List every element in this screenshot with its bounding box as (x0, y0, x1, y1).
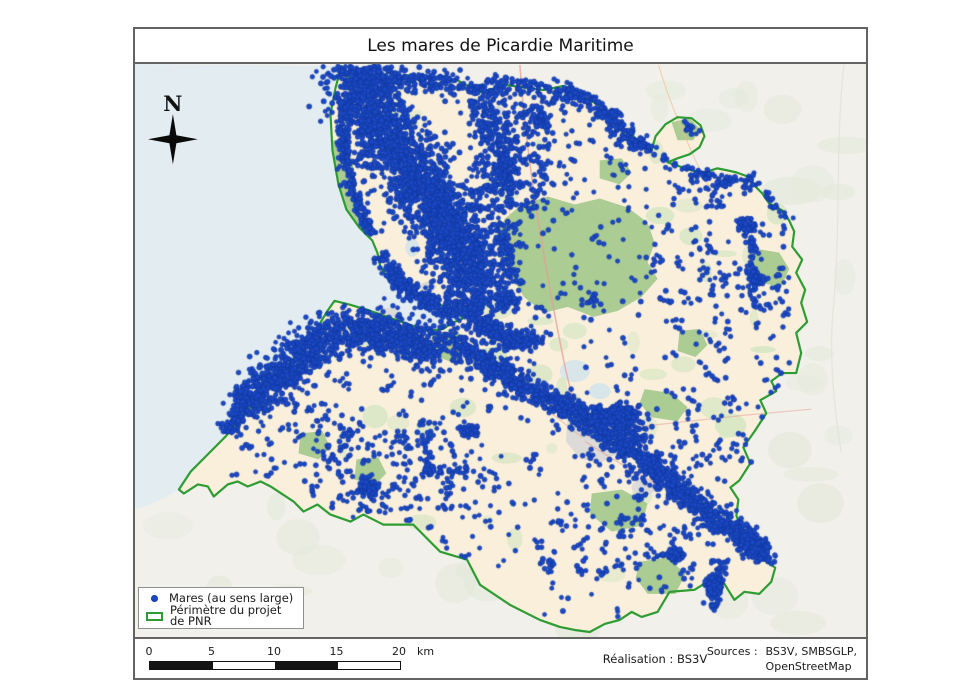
sources-line: OpenStreetMap (765, 659, 852, 673)
scale-tick: 0 (145, 645, 153, 658)
mares-dot-layer (135, 64, 866, 637)
realisation-credit: Réalisation : BS3V (602, 652, 708, 666)
scale-bar: 0 5 10 15 20 km (145, 645, 449, 677)
legend-dot-marker (151, 595, 158, 603)
sources-values: BS3V, SMBSGLP, OpenStreetMap (766, 645, 857, 675)
sources-line: BS3V, SMBSGLP, (765, 645, 857, 658)
legend-item-mares: Mares (au sens large) (146, 591, 297, 605)
legend-mares-label: Mares (au sens large) (169, 591, 294, 605)
scale-segment (212, 662, 275, 669)
map-title: Les mares de Picardie Maritime (367, 35, 634, 56)
scale-unit: km (417, 645, 435, 658)
legend-perimetre-label: Périmètre du projet de PNR (170, 602, 282, 628)
scale-tick: 5 (208, 645, 215, 658)
legend-perimeter-marker (146, 611, 163, 621)
legend-item-perimetre: Périmètre du projet de PNR (146, 602, 297, 628)
sources-label: Sources : (706, 645, 758, 658)
sources-credit: Sources : BS3V, SMBSGLP, OpenStreetMap (707, 645, 857, 675)
scale-segment (150, 662, 213, 669)
footer-bar: 0 5 10 15 20 km Réalisation : BS3V Sourc… (133, 637, 868, 680)
legend-box: Mares (au sens large) Périmètre du proje… (138, 587, 304, 629)
scale-segment (337, 662, 400, 669)
scale-bar-segments (149, 661, 401, 670)
title-bar: Les mares de Picardie Maritime (133, 27, 868, 64)
scale-tick: 20 (392, 645, 406, 658)
scale-tick: 10 (267, 645, 281, 658)
map-area: N Mares (au sens large) Périmètre du pro… (133, 64, 868, 637)
scale-tick: 15 (329, 645, 344, 658)
scale-segment (275, 662, 338, 669)
